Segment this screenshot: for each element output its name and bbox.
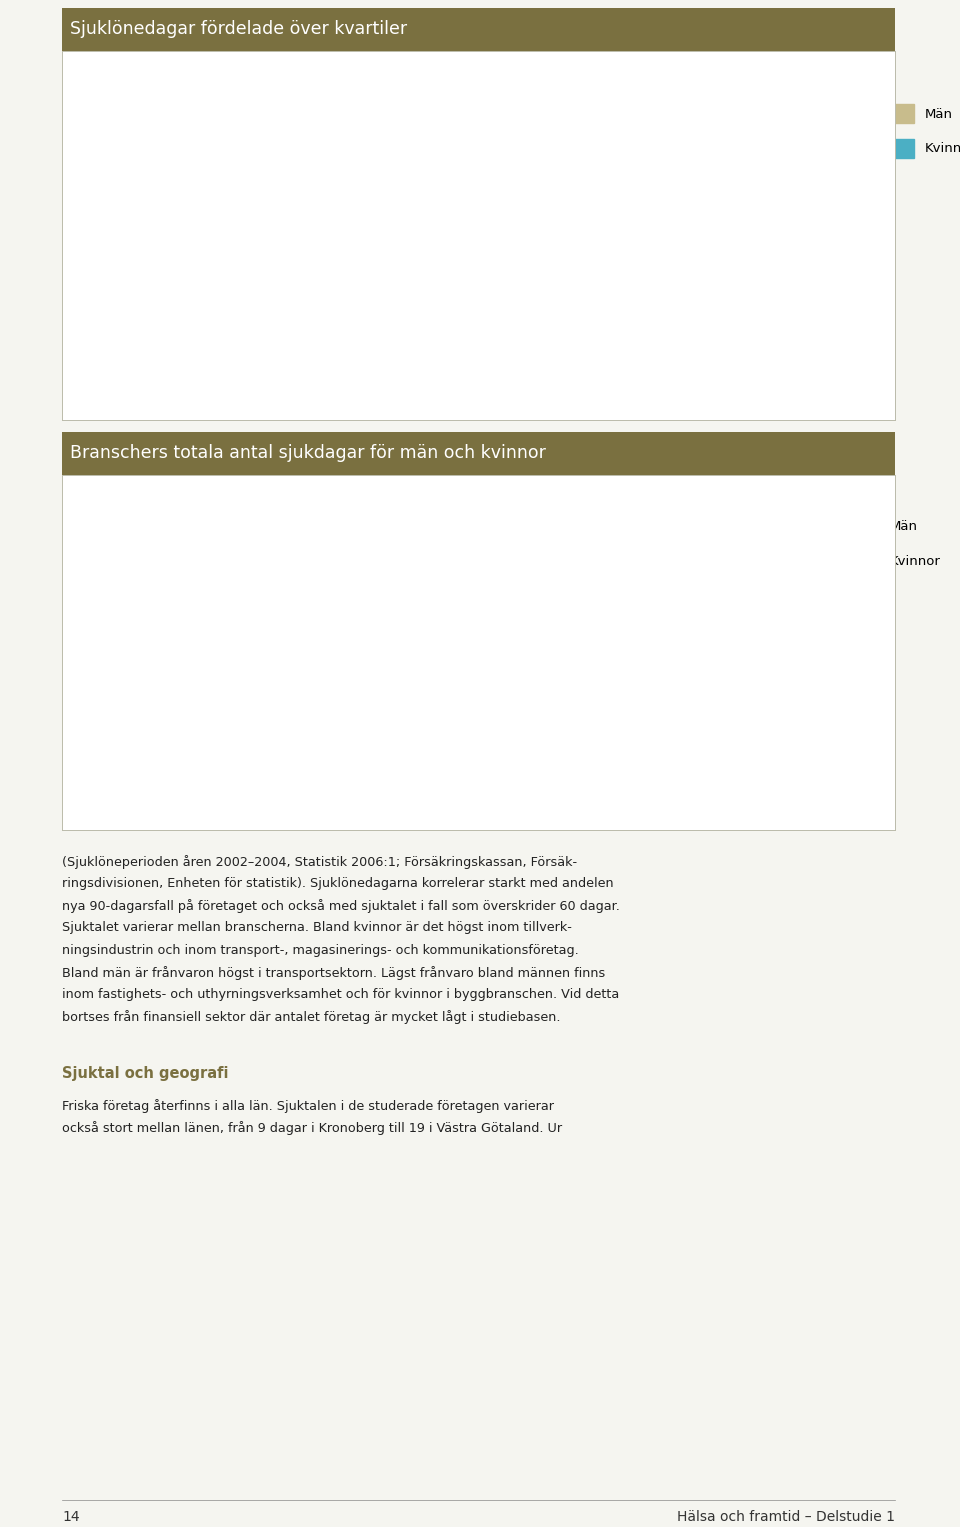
Text: Sjuktal och geografi: Sjuktal och geografi [62,1066,228,1081]
Bar [733,556,752,678]
Bar [419,618,437,678]
Text: 14: 14 [62,1510,80,1524]
Bar [463,189,515,305]
Legend: Män, Kvinnor: Män, Kvinnor [885,99,960,163]
Bar [314,565,332,678]
Bar [662,110,714,305]
Text: Branschers totala antal sjukdagar för män och kvinnor: Branschers totala antal sjukdagar för mä… [70,444,546,463]
Bar [611,609,629,678]
Bar [558,609,576,678]
Text: nya 90-dagarsfall på företaget och också med sjuktalet i fall som överskrider 60: nya 90-dagarsfall på företaget och också… [62,899,620,913]
Bar [314,205,366,305]
Text: Figur 10. Branschernas totala sjuktal (sjukdagar per anställd) för kvinnor och m: Figur 10. Branschernas totala sjuktal (s… [120,774,702,788]
Bar [471,518,490,678]
Text: Sjuklönedagar fördelade över kvartiler: Sjuklönedagar fördelade över kvartiler [70,20,407,38]
Text: inom fastighets- och uthyrningsverksamhet och för kvinnor i byggbranschen. Vid d: inom fastighets- och uthyrningsverksamhe… [62,988,619,1000]
Text: Figur 9. Sambandet mellan sjuklönedagar (sjukdagar ersatta av arbetsgivaren) och: Figur 9. Sambandet mellan sjuklönedagar … [130,368,747,395]
Text: Bland män är frånvaron högst i transportsektorn. Lägst frånvaro bland männen fin: Bland män är frånvaron högst i transport… [62,965,605,980]
Bar [611,142,662,305]
Text: Friska företag återfinns i alla län. Sjuktalen i de studerade företagen varierar: Friska företag återfinns i alla län. Sju… [62,1099,554,1113]
Bar [218,180,270,305]
Bar [156,559,175,678]
Bar [166,214,218,305]
Bar [515,163,566,305]
Text: bortses från finansiell sektor där antalet företag är mycket lågt i studiebasen.: bortses från finansiell sektor där antal… [62,1009,561,1025]
Bar [348,625,366,678]
Bar [138,592,156,678]
Legend: Män, Kvinnor: Män, Kvinnor [850,512,946,576]
Bar [576,550,594,678]
Bar [505,609,523,678]
Text: (Sjuklöneperioden åren 2002–2004, Statistik 2006:1; Försäkringskassan, Försäk-: (Sjuklöneperioden åren 2002–2004, Statis… [62,855,577,869]
Text: Hälsa och framtid – Delstudie 1: Hälsa och framtid – Delstudie 1 [677,1510,895,1524]
Text: ringsdivisionen, Enheten för statistik). Sjuklönedagarna korrelerar starkt med a: ringsdivisionen, Enheten för statistik).… [62,876,613,890]
Bar [662,559,681,678]
Bar [629,559,647,678]
Bar [296,602,314,678]
Bar [243,606,261,678]
Bar [453,618,471,678]
Bar [523,556,542,678]
Text: Sjuktalet varierar mellan branscherna. Bland kvinnor är det högst inom tillverk-: Sjuktalet varierar mellan branscherna. B… [62,921,572,935]
Bar [715,559,733,678]
Text: också stort mellan länen, från 9 dagar i Kronoberg till 19 i Västra Götaland. Ur: också stort mellan länen, från 9 dagar i… [62,1121,563,1136]
Bar [400,577,419,678]
Bar [681,541,700,678]
Text: ningsindustrin och inom transport-, magasinerings- och kommunikationsföretag.: ningsindustrin och inom transport-, maga… [62,944,579,956]
Bar [261,556,279,678]
Bar [366,174,418,305]
Bar [366,568,385,678]
Bar [190,599,208,678]
Bar [208,512,228,678]
